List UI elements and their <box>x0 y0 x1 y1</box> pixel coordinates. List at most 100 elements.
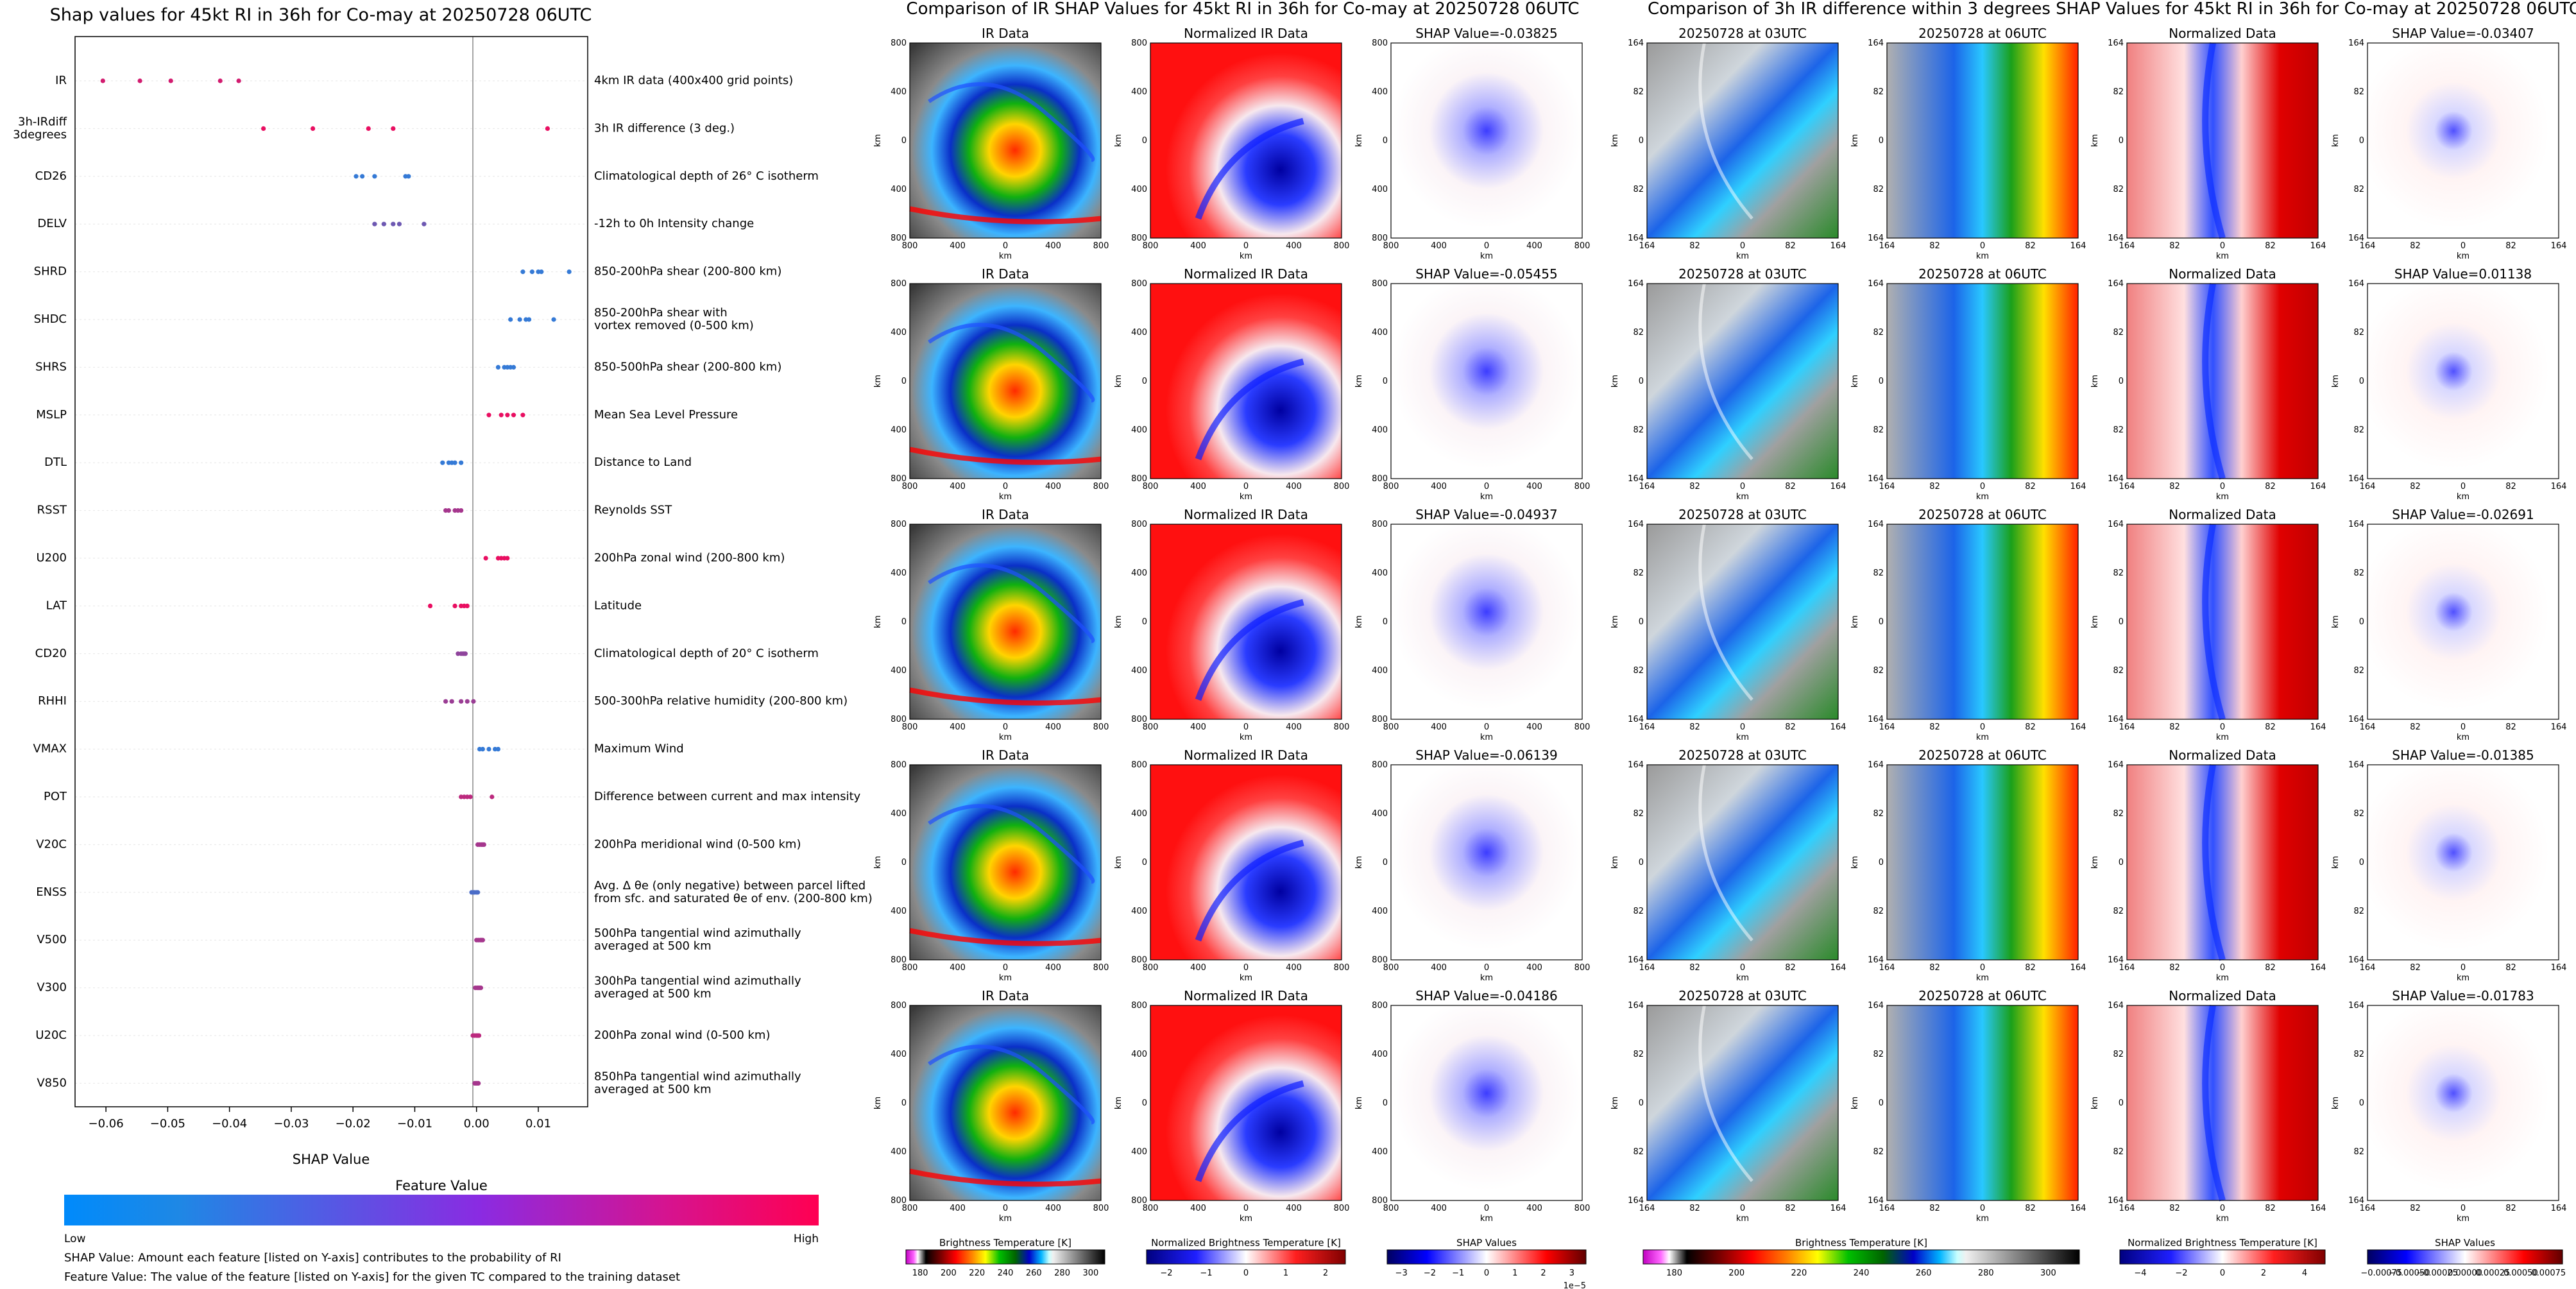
x-tick-label: 164 <box>2310 482 2326 491</box>
x-axis-label: km <box>1976 252 1989 261</box>
feature-name-label: V300 <box>37 981 67 994</box>
shap-point <box>440 460 445 465</box>
colorbar-tick-label: −1 <box>1452 1268 1464 1278</box>
x-tick-label: 800 <box>1383 722 1399 732</box>
shap-point <box>480 937 485 943</box>
y-tick-label: 0 <box>2119 136 2124 146</box>
x-axis-label: km <box>2216 492 2229 502</box>
x-tick-label: 800 <box>1334 482 1350 491</box>
x-tick-label: 164 <box>1830 482 1847 491</box>
x-tick-label: 164 <box>2551 1204 2567 1213</box>
y-tick-label: 0 <box>2359 136 2364 146</box>
y-tick-label: 0 <box>1879 858 1884 867</box>
x-axis-label: km <box>1736 1214 1749 1224</box>
y-tick-label: 0 <box>1383 136 1388 146</box>
image-field <box>2367 284 2559 479</box>
y-tick-label: 164 <box>1868 760 1884 770</box>
image-frame <box>1390 283 1583 479</box>
x-tick-label: 0 <box>1980 1204 1985 1213</box>
y-tick-label: 82 <box>2353 809 2364 819</box>
image-field <box>910 1005 1101 1200</box>
y-tick-label: 400 <box>1372 328 1388 337</box>
colorbar-tick-label: 300 <box>1082 1268 1098 1278</box>
y-tick-label: 400 <box>1131 87 1147 97</box>
colorbar: Brightness Temperature [K] 180 200 220 240 26… <box>905 1237 1105 1278</box>
y-tick-label: 0 <box>1383 617 1388 627</box>
y-tick-label: 800 <box>1131 474 1147 484</box>
colorbar-tick-label: 2 <box>1323 1268 1328 1278</box>
x-tick-label: 400 <box>1045 482 1061 491</box>
panel-title: SHAP Value=-0.01783 <box>2392 988 2534 1003</box>
image-field <box>1887 524 2078 719</box>
ir-colorbars: Brightness Temperature [K]180 200 220 240 26… <box>905 1237 1587 1289</box>
shap-point <box>511 413 516 418</box>
shap-point <box>471 699 476 704</box>
panel-title: Normalized IR Data <box>1184 266 1308 282</box>
x-tick-label: 0 <box>1740 482 1745 491</box>
y-tick-label: 400 <box>891 185 907 194</box>
x-tick-label: 800 <box>902 482 918 491</box>
feature-name-label: SHRS <box>35 360 67 373</box>
x-axis-label: km <box>1736 733 1749 742</box>
x-axis-label: km <box>999 1214 1012 1224</box>
x-axis-label: km <box>1736 492 1749 502</box>
y-tick-label: 82 <box>1633 809 1644 819</box>
panel-title: Normalized Data <box>2169 266 2276 282</box>
image-field <box>2367 765 2559 960</box>
x-tick-label: 800 <box>1093 241 1109 251</box>
x-tick-label: 164 <box>2360 963 2376 973</box>
y-tick-label: 82 <box>1633 568 1644 578</box>
image-panel: 20250728 at 06UTC1641648282008282164164k… <box>1850 266 2086 502</box>
y-axis-label: km <box>1114 375 1123 388</box>
y-tick-label: 164 <box>1628 520 1644 529</box>
image-frame <box>1390 42 1583 239</box>
y-tick-label: 400 <box>1131 185 1147 194</box>
colorbar: Normalized Brightness Temperature [K] −4 −… <box>2119 1237 2326 1278</box>
note-feature-value: Feature Value: The value of the feature … <box>64 1270 680 1284</box>
shap-point <box>443 699 448 704</box>
image-frame <box>1390 764 1583 960</box>
image-frame <box>909 1005 1102 1201</box>
y-tick-label: 400 <box>891 809 907 819</box>
y-tick-label: 400 <box>891 1147 907 1157</box>
x-axis-label: km <box>2457 733 2469 742</box>
x-axis-label: km <box>1240 492 1252 502</box>
x-tick-label: 164 <box>1879 482 1895 491</box>
y-axis-label: km <box>1850 615 1860 628</box>
shap-point <box>545 126 550 131</box>
image-panel: SHAP Value=-0.03407164164828200828216416… <box>2331 26 2566 261</box>
colorbar-tick-label: 4 <box>2302 1268 2307 1278</box>
image-field <box>1391 284 1582 479</box>
cloud-band <box>1195 1080 1304 1182</box>
x-tick-label: 800 <box>1383 482 1399 491</box>
x-tick-label: 800 <box>902 722 918 732</box>
y-tick-label: 82 <box>1633 87 1644 97</box>
ir-panel-title: Comparison of IR SHAP Values for 45kt RI… <box>906 0 1579 19</box>
y-tick-label: 82 <box>2353 907 2364 916</box>
cloud-band <box>909 687 1102 706</box>
image-field <box>1150 43 1342 238</box>
x-tick-label: 400 <box>1286 1204 1302 1213</box>
feature-name-label: VMAX <box>33 742 67 756</box>
x-tick-label: 82 <box>1689 722 1700 732</box>
y-tick-label: 400 <box>1372 1147 1388 1157</box>
colorbar: Normalized Brightness Temperature [K] −2 −… <box>1146 1237 1346 1278</box>
x-axis-label: km <box>2457 492 2469 502</box>
x-tick-label: 0 <box>1484 241 1489 251</box>
y-tick-label: 0 <box>901 858 907 867</box>
x-tick-label: 0 <box>1243 722 1249 732</box>
image-frame <box>1886 42 2079 239</box>
colorbar-gradient <box>1642 1249 2080 1265</box>
y-tick-label: 164 <box>2108 715 2124 724</box>
x-tick-label: 0 <box>2220 722 2225 732</box>
shap-point <box>459 699 464 704</box>
image-frame <box>1150 524 1342 720</box>
x-axis-label: km <box>1240 973 1252 983</box>
colorbar-tick-label: 2 <box>1540 1268 1546 1278</box>
y-tick-label: 164 <box>2348 1001 2364 1011</box>
x-tick-label: 0.00 <box>464 1117 490 1131</box>
panel-title: SHAP Value=-0.06139 <box>1415 747 1557 763</box>
x-tick-label: 400 <box>950 241 966 251</box>
panel-title: 20250728 at 03UTC <box>1678 988 1807 1003</box>
